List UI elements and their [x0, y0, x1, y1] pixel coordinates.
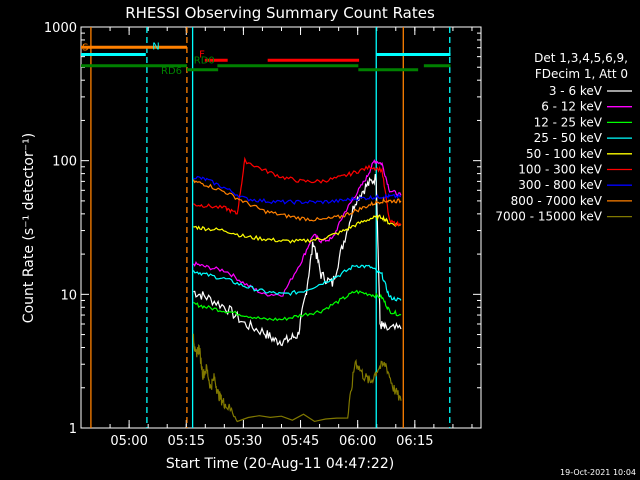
- legend-header-line-2: FDecim 1, Att 0: [535, 67, 628, 81]
- flag-label-n: N: [152, 41, 159, 52]
- series-line: [193, 214, 402, 244]
- y-tick-label: 1: [69, 422, 77, 437]
- series-line: [192, 179, 402, 222]
- legend-label: 300 - 800 keV: [518, 178, 602, 192]
- flag-label-rd6: RD6: [161, 66, 182, 77]
- series-line: [192, 264, 402, 302]
- chart-ylabel: Count Rate (s⁻¹ detector⁻¹): [21, 133, 37, 323]
- x-tick-label: 06:00: [339, 434, 376, 449]
- series-line: [193, 156, 402, 227]
- flag-label-s: S: [82, 42, 88, 53]
- legend-label: 800 - 7000 keV: [511, 194, 603, 208]
- plot-area: 1 10 100 1000 05:00 05:15 05:30 05:45 06:00 06:15…: [44, 21, 482, 449]
- chart-title: RHESSI Observing Summary Count Rates: [125, 4, 435, 22]
- series-line: [192, 158, 402, 297]
- flag-label-f: F: [199, 49, 205, 60]
- plot-frame: [80, 26, 482, 429]
- chart-xlabel: Start Time (20-Aug-11 04:47:22): [166, 456, 394, 472]
- x-tick-label: 05:30: [225, 434, 262, 449]
- legend-label: 12 - 25 keV: [534, 115, 603, 129]
- series-line: [193, 175, 402, 205]
- legend-label: 7000 - 15000 keV: [495, 210, 602, 224]
- y-tick-label: 10: [60, 288, 77, 303]
- x-tick-label: 05:15: [168, 434, 205, 449]
- x-tick-label: 05:00: [110, 434, 147, 449]
- y-tick-label: 100: [52, 155, 77, 170]
- legend-label: 6 - 12 keV: [541, 100, 603, 114]
- x-tick-label: 05:45: [282, 434, 319, 449]
- legend-label: 100 - 300 keV: [518, 163, 602, 177]
- timestamp: 19-Oct-2021 10:04: [560, 468, 636, 477]
- series-line: [192, 333, 402, 423]
- legend-label: 25 - 50 keV: [534, 131, 603, 145]
- legend-header-line-1: Det 1,3,4,5,6,9,: [534, 51, 628, 65]
- flag-label-rd0: RD0: [194, 56, 215, 67]
- series-line: [193, 289, 402, 322]
- legend-label: 50 - 100 keV: [526, 147, 603, 161]
- legend-label: 3 - 6 keV: [549, 84, 603, 98]
- x-tick-label: 06:15: [396, 434, 433, 449]
- series-line: [193, 174, 402, 347]
- y-tick-label: 1000: [44, 21, 77, 36]
